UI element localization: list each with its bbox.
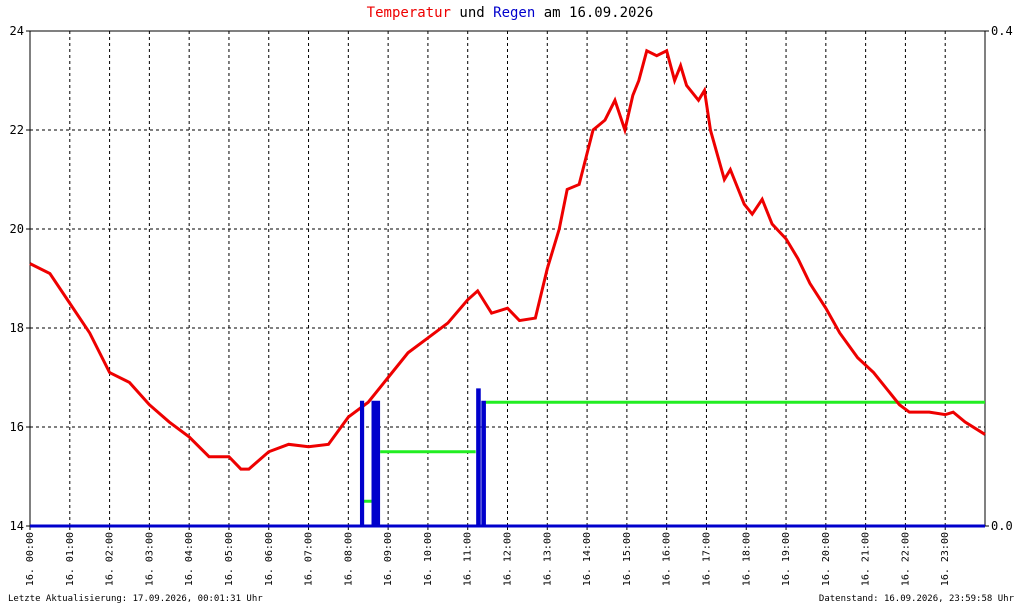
x-tick-label: 16. 01:00	[65, 532, 76, 586]
x-tick-label: 16. 21:00	[861, 532, 872, 586]
y2-tick-label: 0.0	[991, 519, 1013, 533]
x-tick-label: 16. 04:00	[184, 532, 195, 586]
footer-left: Letzte Aktualisierung: 17.09.2026, 00:01…	[8, 594, 263, 604]
y-tick-label: 24	[10, 24, 24, 38]
x-tick-label: 16. 20:00	[821, 532, 832, 586]
y-tick-label: 16	[10, 420, 24, 434]
x-tick-label: 16. 16:00	[662, 532, 673, 586]
x-tick-label: 16. 11:00	[463, 532, 474, 586]
y-tick-label: 22	[10, 123, 24, 137]
x-tick-label: 16. 15:00	[622, 532, 633, 586]
x-tick-label: 16. 06:00	[264, 532, 275, 586]
x-tick-label: 16. 13:00	[542, 532, 553, 586]
y2-tick-label: 0.4	[991, 24, 1013, 38]
x-tick-label: 16. 23:00	[940, 532, 951, 586]
chart-title: Temperatur und Regen am 16.09.2026	[367, 5, 654, 21]
x-tick-label: 16. 10:00	[423, 532, 434, 586]
y-tick-label: 20	[10, 222, 24, 236]
y-tick-label: 18	[10, 321, 24, 335]
x-tick-label: 16. 14:00	[582, 532, 593, 586]
series-line	[363, 400, 985, 503]
x-tick-label: 16. 19:00	[781, 532, 792, 586]
series-line	[30, 388, 985, 528]
title-rain: Regen	[493, 5, 535, 21]
footer-right: Datenstand: 16.09.2026, 23:59:58 Uhr	[819, 594, 1015, 604]
title-and: und	[459, 5, 484, 21]
x-tick-label: 16. 22:00	[900, 532, 911, 586]
title-suffix: am 16.09.2026	[544, 5, 654, 21]
series-line	[29, 48, 986, 471]
x-tick-label: 16. 02:00	[105, 532, 116, 586]
x-tick-label: 16. 12:00	[503, 532, 514, 586]
title-temp: Temperatur	[367, 5, 451, 21]
x-tick-label: 16. 17:00	[701, 532, 712, 586]
x-tick-label: 16. 18:00	[741, 532, 752, 586]
x-tick-label: 16. 05:00	[224, 532, 235, 586]
x-tick-label: 16. 07:00	[304, 532, 315, 586]
x-tick-label: 16. 09:00	[383, 532, 394, 586]
x-tick-label: 16. 03:00	[144, 532, 155, 586]
y-tick-label: 14	[10, 519, 24, 533]
x-tick-label: 16. 08:00	[343, 532, 354, 586]
x-tick-label: 16. 00:00	[25, 532, 36, 586]
